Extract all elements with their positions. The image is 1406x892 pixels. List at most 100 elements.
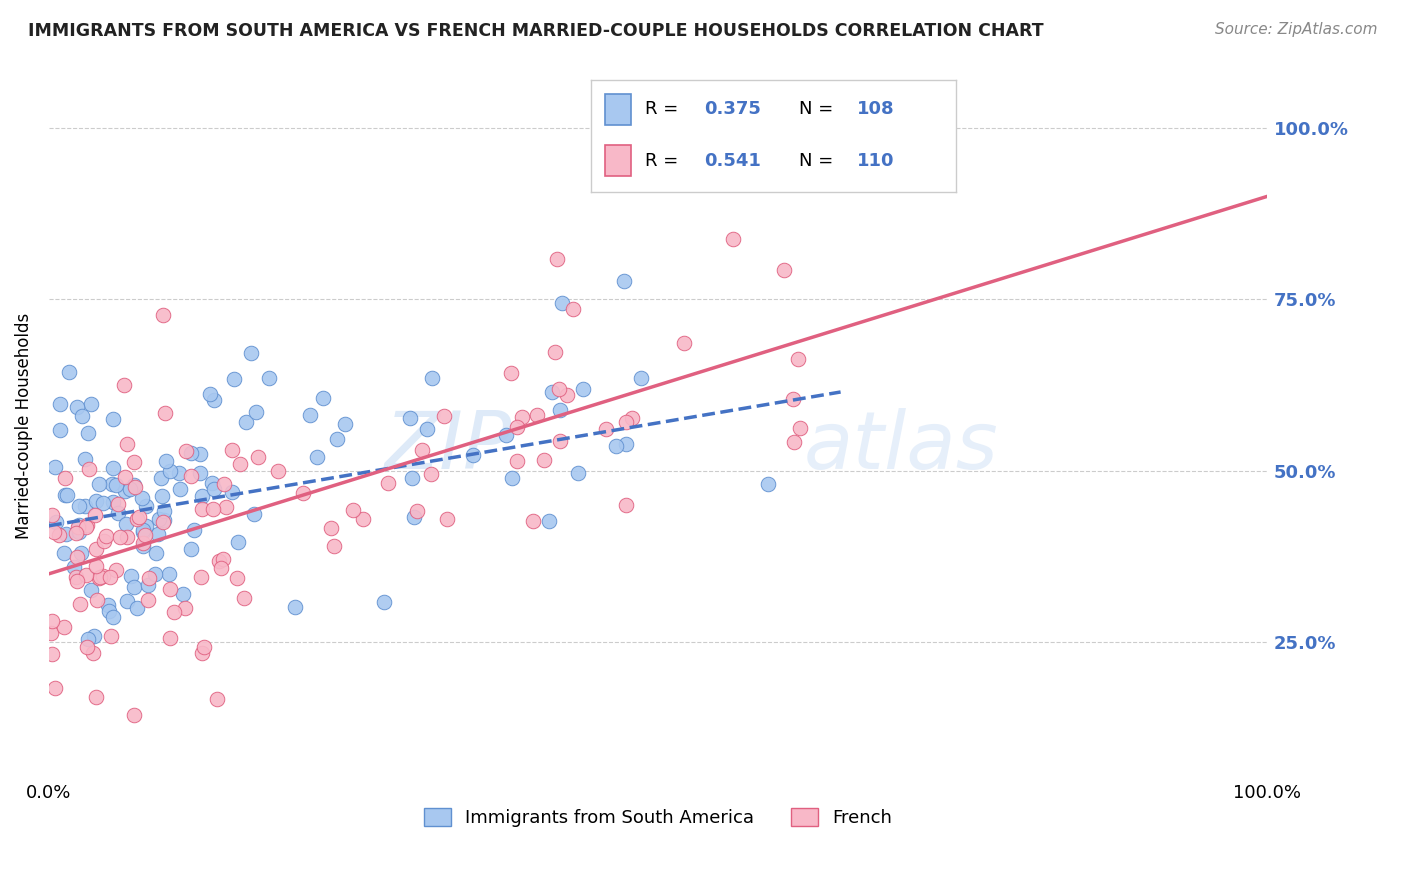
Point xyxy=(152,513,174,527)
Point xyxy=(209,561,232,575)
Point xyxy=(613,273,636,287)
Point xyxy=(65,526,87,541)
Point xyxy=(83,630,105,644)
Point xyxy=(41,614,63,628)
Point xyxy=(101,461,124,475)
Point xyxy=(67,499,90,513)
Point xyxy=(98,604,121,618)
Point xyxy=(243,507,266,521)
Point xyxy=(419,467,441,481)
Point xyxy=(53,488,76,502)
Point xyxy=(86,592,108,607)
Text: Source: ZipAtlas.com: Source: ZipAtlas.com xyxy=(1215,22,1378,37)
Point xyxy=(135,519,157,533)
Point xyxy=(77,632,100,647)
Point xyxy=(157,566,180,581)
Point xyxy=(117,436,139,450)
Point xyxy=(75,451,97,466)
Point xyxy=(75,499,97,513)
Point xyxy=(221,442,243,457)
Point xyxy=(66,520,89,534)
Point xyxy=(91,496,114,510)
Point xyxy=(75,568,97,582)
Point xyxy=(146,526,169,541)
Point xyxy=(134,528,156,542)
Point xyxy=(173,601,195,615)
Point xyxy=(672,336,695,351)
Point xyxy=(152,515,174,529)
Point xyxy=(188,466,211,480)
Point xyxy=(49,423,72,437)
Point xyxy=(114,483,136,498)
Point xyxy=(107,506,129,520)
Point xyxy=(291,486,314,500)
Point xyxy=(48,528,70,542)
Text: R =: R = xyxy=(645,100,685,119)
Point xyxy=(533,452,555,467)
Point xyxy=(191,489,214,503)
Point xyxy=(150,489,173,503)
Point xyxy=(155,454,177,468)
Point xyxy=(342,503,364,517)
Point xyxy=(122,477,145,491)
Point xyxy=(373,595,395,609)
Text: atlas: atlas xyxy=(804,409,998,486)
Point xyxy=(66,574,89,588)
Text: 0.375: 0.375 xyxy=(704,100,761,119)
Point xyxy=(41,625,63,640)
Point xyxy=(221,485,243,500)
Point xyxy=(172,587,194,601)
Point xyxy=(377,475,399,490)
Point xyxy=(80,583,103,598)
Point xyxy=(65,400,87,414)
Point xyxy=(135,500,157,514)
Point xyxy=(789,421,811,435)
Point xyxy=(420,371,443,385)
Point xyxy=(67,525,90,540)
Point xyxy=(131,524,153,538)
Point xyxy=(93,534,115,549)
Point xyxy=(159,631,181,645)
Point xyxy=(572,382,595,396)
Point xyxy=(41,647,63,661)
Point xyxy=(299,408,322,422)
Y-axis label: Married-couple Households: Married-couple Households xyxy=(15,313,32,540)
Point xyxy=(630,370,652,384)
Point xyxy=(782,392,804,407)
Point xyxy=(322,539,344,553)
Point xyxy=(555,387,578,401)
Point xyxy=(183,523,205,537)
Point xyxy=(127,600,149,615)
Point xyxy=(257,370,280,384)
Point xyxy=(136,592,159,607)
Point xyxy=(131,539,153,553)
Point xyxy=(107,497,129,511)
Point xyxy=(143,567,166,582)
Point xyxy=(75,519,97,533)
Point xyxy=(180,446,202,460)
Point xyxy=(501,471,523,485)
Text: R =: R = xyxy=(645,152,685,169)
Point xyxy=(80,397,103,411)
Point xyxy=(118,482,141,496)
Point xyxy=(399,411,422,425)
Point xyxy=(201,476,224,491)
Point xyxy=(207,691,229,706)
Point xyxy=(115,594,138,608)
Point xyxy=(773,263,796,277)
Point xyxy=(235,415,257,429)
Point xyxy=(782,435,804,450)
Point xyxy=(87,477,110,491)
Point xyxy=(112,378,135,392)
Point xyxy=(101,494,124,508)
Point xyxy=(621,411,644,425)
Point xyxy=(522,515,544,529)
Point xyxy=(167,466,190,480)
Point xyxy=(200,386,222,401)
Point xyxy=(247,450,270,464)
Point xyxy=(212,477,235,491)
Point xyxy=(148,512,170,526)
Text: N =: N = xyxy=(799,152,839,169)
Point xyxy=(103,412,125,426)
Point xyxy=(326,432,349,446)
